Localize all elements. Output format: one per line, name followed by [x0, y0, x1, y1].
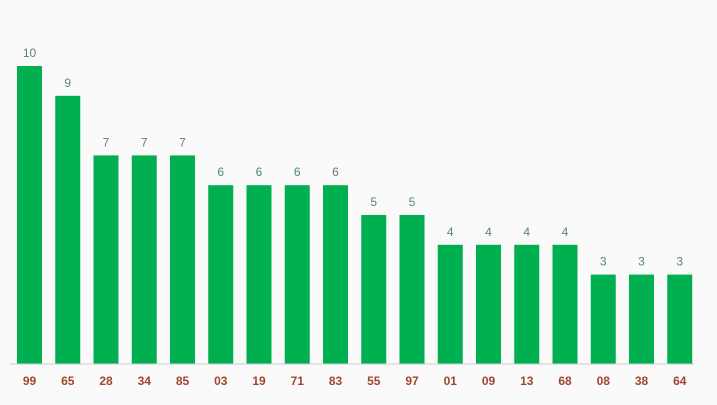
data-label-99: 10 — [23, 46, 37, 60]
value-labels-group: 10 9 7 7 7 6 6 6 6 5 5 4 4 4 4 3 3 3 — [23, 46, 684, 269]
data-label-09: 4 — [485, 225, 492, 239]
x-tick-label-55: 55 — [367, 374, 381, 388]
bar-71 — [284, 185, 310, 364]
x-tick-label-85: 85 — [176, 374, 190, 388]
data-label-13: 4 — [523, 225, 530, 239]
bar-03 — [208, 185, 234, 364]
bar-65 — [55, 95, 81, 365]
x-tick-label-83: 83 — [329, 374, 343, 388]
bar-85 — [170, 155, 195, 364]
data-label-64: 3 — [676, 255, 683, 269]
bar-09 — [476, 244, 501, 364]
data-label-34: 7 — [141, 135, 148, 149]
data-label-28: 7 — [103, 135, 110, 149]
data-label-97: 5 — [409, 195, 416, 209]
bars-group — [17, 66, 693, 365]
x-tick-label-19: 19 — [252, 374, 266, 388]
x-tick-label-09: 09 — [482, 374, 496, 388]
data-label-38: 3 — [638, 255, 645, 269]
data-label-68: 4 — [562, 225, 569, 239]
bar-28 — [93, 155, 119, 364]
data-label-85: 7 — [179, 135, 186, 149]
x-tick-label-68: 68 — [558, 374, 572, 388]
data-label-08: 3 — [600, 255, 607, 269]
bar-01 — [437, 244, 463, 364]
data-label-55: 5 — [370, 195, 377, 209]
data-label-01: 4 — [447, 225, 454, 239]
data-label-65: 9 — [64, 76, 71, 90]
bar-68 — [552, 244, 578, 364]
bar-64 — [667, 274, 693, 364]
x-tick-label-08: 08 — [597, 374, 611, 388]
x-tick-label-65: 65 — [61, 374, 75, 388]
bar-13 — [514, 244, 540, 364]
data-label-19: 6 — [256, 165, 263, 179]
data-label-71: 6 — [294, 165, 301, 179]
data-label-83: 6 — [332, 165, 339, 179]
bar-97 — [399, 215, 425, 364]
bar-08 — [590, 274, 616, 364]
bar-38 — [629, 274, 654, 364]
x-tick-label-03: 03 — [214, 374, 228, 388]
bar-55 — [361, 215, 387, 364]
x-tick-label-64: 64 — [673, 374, 687, 388]
x-tick-label-01: 01 — [444, 374, 458, 388]
bar-83 — [323, 185, 348, 364]
x-tick-label-38: 38 — [635, 374, 649, 388]
x-tick-label-13: 13 — [520, 374, 534, 388]
x-tick-label-34: 34 — [138, 374, 152, 388]
x-tick-label-97: 97 — [405, 374, 419, 388]
bar-99 — [17, 66, 42, 364]
x-tick-label-99: 99 — [23, 374, 37, 388]
x-tick-label-28: 28 — [99, 374, 113, 388]
x-tick-labels-group: 99 65 28 34 85 03 19 71 83 55 97 01 09 13 68 08 38 64 — [23, 374, 687, 388]
bar-19 — [246, 185, 272, 364]
bar-34 — [131, 155, 157, 364]
data-label-03: 6 — [217, 165, 224, 179]
x-tick-label-71: 71 — [291, 374, 305, 388]
